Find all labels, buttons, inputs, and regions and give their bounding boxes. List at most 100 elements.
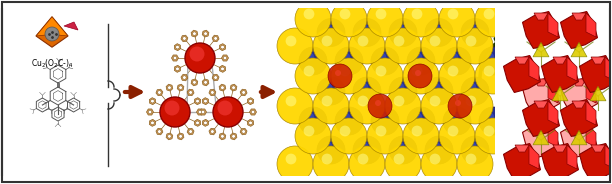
Circle shape — [425, 77, 453, 105]
Circle shape — [331, 58, 367, 94]
Circle shape — [214, 76, 217, 79]
Polygon shape — [586, 79, 596, 103]
Circle shape — [447, 9, 458, 19]
Polygon shape — [571, 130, 587, 145]
Polygon shape — [529, 145, 539, 169]
Circle shape — [295, 118, 331, 154]
Circle shape — [340, 126, 351, 136]
Circle shape — [466, 36, 476, 46]
Circle shape — [299, 47, 327, 75]
Circle shape — [185, 43, 215, 73]
Circle shape — [461, 136, 489, 164]
Circle shape — [341, 113, 350, 121]
Polygon shape — [174, 44, 181, 51]
Circle shape — [360, 142, 368, 150]
Circle shape — [468, 142, 476, 150]
Circle shape — [277, 28, 313, 64]
Polygon shape — [523, 77, 559, 114]
Polygon shape — [534, 101, 548, 108]
Polygon shape — [156, 128, 163, 135]
Circle shape — [45, 27, 59, 41]
Circle shape — [204, 99, 207, 103]
Circle shape — [211, 130, 214, 133]
Circle shape — [242, 91, 245, 94]
Circle shape — [394, 154, 405, 164]
Circle shape — [341, 53, 350, 61]
Polygon shape — [196, 109, 204, 115]
Polygon shape — [586, 101, 596, 125]
Polygon shape — [572, 13, 586, 20]
Circle shape — [331, 118, 367, 154]
Circle shape — [213, 97, 243, 127]
Polygon shape — [203, 98, 209, 105]
Circle shape — [277, 88, 313, 124]
Circle shape — [304, 126, 315, 136]
Circle shape — [425, 19, 453, 47]
Circle shape — [179, 135, 182, 138]
Polygon shape — [240, 89, 247, 96]
Circle shape — [286, 36, 296, 46]
Circle shape — [349, 28, 385, 64]
Bar — [610, 0, 612, 184]
Polygon shape — [504, 56, 540, 93]
Circle shape — [328, 64, 352, 88]
Circle shape — [412, 9, 422, 19]
Circle shape — [407, 107, 435, 135]
Circle shape — [415, 70, 421, 76]
Polygon shape — [533, 42, 549, 57]
Polygon shape — [591, 145, 605, 152]
Circle shape — [439, 1, 475, 37]
Polygon shape — [590, 86, 606, 101]
Circle shape — [455, 100, 461, 106]
Text: Cu$_2$(O$_2$C-)$_4$: Cu$_2$(O$_2$C-)$_4$ — [31, 58, 73, 70]
Polygon shape — [191, 30, 198, 37]
Polygon shape — [548, 79, 558, 103]
Polygon shape — [548, 101, 558, 125]
Circle shape — [357, 154, 368, 164]
Circle shape — [204, 81, 207, 84]
Circle shape — [353, 136, 381, 164]
Circle shape — [158, 130, 161, 133]
Circle shape — [396, 24, 404, 33]
Circle shape — [232, 86, 236, 89]
Polygon shape — [219, 44, 226, 51]
Circle shape — [394, 96, 405, 106]
Circle shape — [457, 28, 493, 64]
Circle shape — [193, 81, 196, 84]
Circle shape — [204, 32, 207, 36]
Circle shape — [182, 76, 186, 79]
Circle shape — [457, 88, 493, 124]
Circle shape — [468, 83, 476, 91]
Circle shape — [176, 45, 179, 49]
Polygon shape — [212, 35, 219, 42]
Circle shape — [421, 28, 457, 64]
Circle shape — [324, 24, 332, 33]
Polygon shape — [561, 77, 597, 114]
Polygon shape — [542, 144, 578, 181]
Polygon shape — [523, 12, 559, 48]
Circle shape — [306, 113, 314, 121]
Circle shape — [367, 118, 403, 154]
Circle shape — [335, 107, 363, 135]
Polygon shape — [534, 13, 548, 20]
Circle shape — [403, 58, 439, 94]
Polygon shape — [247, 98, 254, 105]
Circle shape — [151, 121, 154, 125]
Circle shape — [340, 66, 351, 76]
Polygon shape — [534, 123, 548, 130]
Polygon shape — [166, 133, 173, 140]
Circle shape — [321, 154, 332, 164]
Circle shape — [360, 83, 368, 91]
Polygon shape — [209, 128, 216, 135]
Circle shape — [408, 64, 432, 88]
Polygon shape — [149, 98, 155, 105]
Circle shape — [188, 130, 192, 133]
Bar — [0, 176, 612, 184]
Circle shape — [248, 99, 252, 103]
Polygon shape — [181, 74, 188, 81]
Polygon shape — [533, 130, 549, 145]
Circle shape — [425, 136, 453, 164]
Circle shape — [286, 96, 296, 106]
Circle shape — [475, 118, 511, 154]
Circle shape — [304, 9, 315, 19]
